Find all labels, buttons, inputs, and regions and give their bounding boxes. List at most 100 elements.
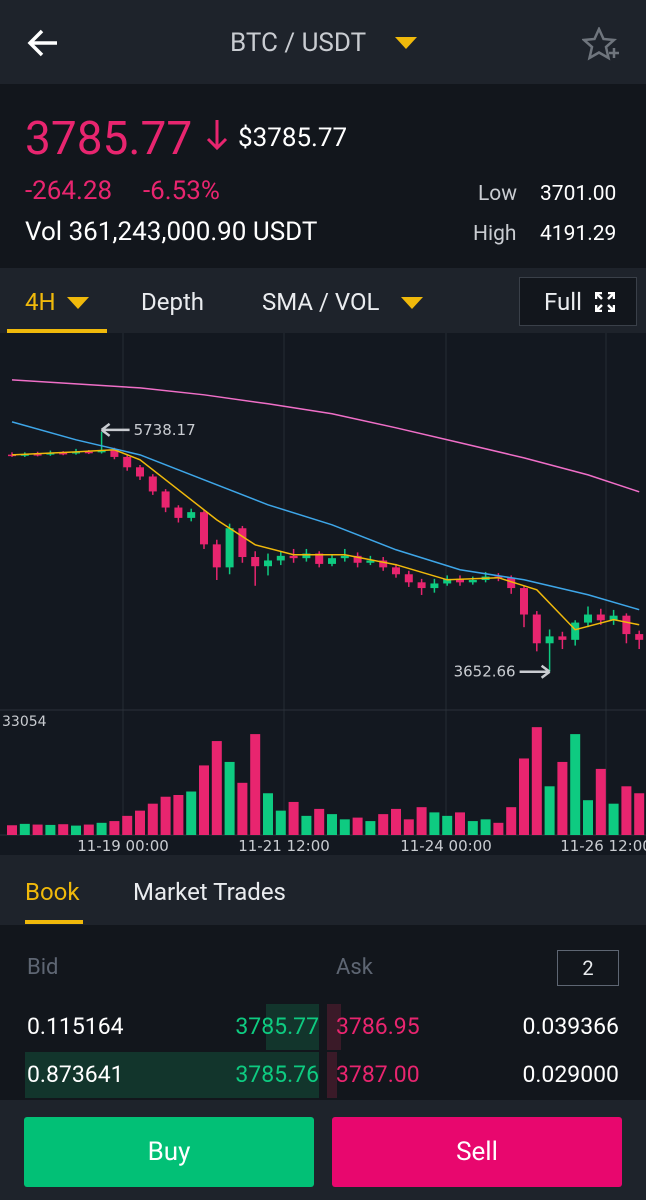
volume-bar (199, 765, 209, 835)
volume-bar (211, 741, 222, 835)
candle-body (84, 451, 93, 454)
candle-body (545, 636, 554, 644)
high-label: High (473, 222, 517, 246)
volume-bar (186, 791, 197, 835)
tab-underline (25, 920, 83, 924)
sma-line (11, 421, 640, 611)
candle-body (340, 555, 349, 559)
candle-body (430, 583, 439, 589)
candle-body (136, 467, 144, 477)
candle-body (571, 622, 580, 640)
volume-bar (621, 786, 632, 835)
candle-body (532, 614, 541, 644)
candle-body (110, 450, 119, 457)
book-bid-qty: 0.873641 (27, 1061, 124, 1088)
full-label: Full (544, 288, 582, 316)
volume-bar (442, 815, 453, 835)
trades-tab[interactable]: Market Trades (133, 878, 286, 906)
candle-body (276, 555, 285, 561)
volume-bar (557, 761, 568, 835)
sma-line (11, 449, 640, 631)
sma-line (11, 379, 640, 493)
buy-button[interactable]: Buy (24, 1117, 314, 1187)
back-button[interactable] (26, 28, 60, 58)
candle-body (443, 578, 452, 584)
low-value: 3701.00 (540, 182, 617, 206)
candle-body (200, 512, 208, 545)
candle-body (456, 578, 464, 583)
volume-bar (403, 819, 414, 835)
candle-body (148, 476, 157, 492)
volume-bar (122, 815, 133, 835)
depth-tab[interactable]: Depth (141, 288, 205, 316)
last-price: 3785.77 (25, 112, 193, 166)
candle-body (392, 567, 400, 575)
ask-depth (327, 1004, 341, 1050)
candle-body (8, 454, 16, 457)
volume-bar (391, 808, 401, 835)
volume-bar (416, 807, 427, 835)
depth-selector[interactable]: 2 (557, 950, 619, 986)
volume-bar (352, 817, 363, 835)
usd-price: $3785.77 (238, 123, 348, 153)
indicator-tab[interactable]: SMA / VOL (262, 288, 380, 316)
dropdown-arrow (401, 297, 423, 309)
book-bid: 3785.77 (235, 1013, 319, 1040)
ask-header: Ask (336, 955, 373, 980)
interval-tab[interactable]: 4H (25, 288, 56, 316)
candle-body (225, 528, 234, 568)
x-tick-label: 11-19 00:00 (77, 837, 169, 855)
sell-button[interactable]: Sell (332, 1117, 622, 1187)
candle-body (622, 615, 631, 635)
favorite-button[interactable] (582, 27, 620, 63)
ask-depth (327, 1052, 337, 1098)
volume-bar (480, 819, 491, 835)
book-ask-qty: 0.039366 (522, 1013, 619, 1040)
volume-bar (531, 727, 542, 835)
volume-bar (301, 815, 312, 835)
candle-body (238, 528, 247, 558)
volume-bar (519, 758, 529, 835)
volume-bar (467, 821, 478, 835)
candle-body (59, 452, 68, 455)
x-tick-label: 11-26 12:00 (560, 837, 646, 855)
candle-body (520, 588, 528, 615)
book-ask: 3787.00 (336, 1061, 420, 1088)
volume-bar (493, 822, 504, 835)
volume-bar (378, 814, 389, 835)
candle-body (264, 560, 272, 567)
volume-bar (583, 800, 593, 835)
volume-bar (135, 810, 145, 835)
volume-bar (109, 821, 120, 835)
candle-body (212, 544, 221, 568)
candle-body (123, 456, 132, 468)
volume-bar (19, 823, 30, 835)
volume-bar (83, 824, 94, 835)
candle-body (174, 507, 183, 518)
candle-body (289, 555, 298, 559)
book-ask: 3786.95 (336, 1013, 420, 1040)
dropdown-arrow (67, 297, 89, 309)
volume-bar (263, 793, 273, 835)
volume-bar (147, 803, 158, 835)
book-tab[interactable]: Book (25, 878, 80, 906)
candle-body (315, 553, 324, 564)
candle-body (366, 560, 375, 563)
book-ask-qty: 0.029000 (522, 1061, 619, 1088)
full-button[interactable]: Full (519, 277, 637, 326)
top-bar (0, 0, 646, 84)
candle-body (404, 574, 413, 583)
high-value: 4191.29 (540, 222, 617, 246)
tab-underline (7, 329, 107, 333)
candle-body (507, 577, 516, 589)
candle-body (251, 557, 260, 567)
candle-body (635, 634, 644, 640)
down-arrow (206, 120, 228, 151)
volume-bar (224, 761, 235, 835)
candle-body (187, 512, 196, 518)
pair-title[interactable]: BTC / USDT (230, 28, 367, 58)
volume-bar (250, 734, 261, 835)
volume-bar (634, 793, 645, 835)
x-tick-label: 11-21 12:00 (238, 837, 330, 855)
